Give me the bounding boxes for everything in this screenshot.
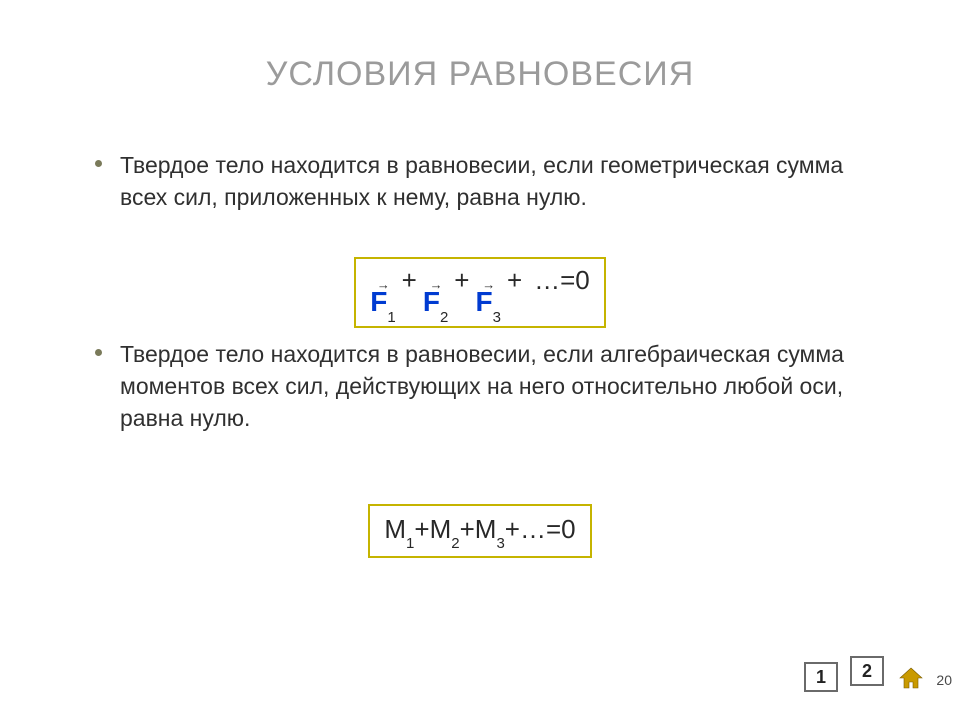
bullet-2: Твердое тело находится в равновесии, есл…: [95, 338, 865, 435]
nav-button-1[interactable]: 1: [804, 662, 838, 692]
formula-1-tail: …=0: [528, 265, 590, 296]
bullet-1-text: Твердое тело находится в равновесии, есл…: [120, 149, 865, 213]
term-f3: → F3: [475, 282, 500, 321]
home-icon[interactable]: [898, 666, 924, 690]
plus-1: +: [396, 265, 423, 296]
bullet-dot-icon: [95, 160, 102, 167]
bullet-2-text: Твердое тело находится в равновесии, есл…: [120, 338, 865, 435]
nav-button-2[interactable]: 2: [850, 656, 884, 686]
formula-2-row: M1+M2+M3+…=0: [95, 504, 865, 558]
bullet-dot-icon: [95, 349, 102, 356]
formula-1-box: → F1 + → F2 + → F3 + …=0: [354, 257, 606, 327]
plus-2: +: [448, 265, 475, 296]
slide-title: УСЛОВИЯ РАВНОВЕСИЯ: [95, 55, 865, 94]
plus-3: +: [501, 265, 528, 296]
page-number: 20: [936, 672, 952, 688]
formula-1-row: → F1 + → F2 + → F3 + …=0: [95, 257, 865, 327]
term-f2: → F2: [423, 282, 448, 321]
nav-buttons: 1 2: [804, 662, 884, 692]
term-f1: → F1: [370, 282, 395, 321]
formula-2-box: M1+M2+M3+…=0: [368, 504, 591, 558]
bullet-1: Твердое тело находится в равновесии, есл…: [95, 149, 865, 213]
